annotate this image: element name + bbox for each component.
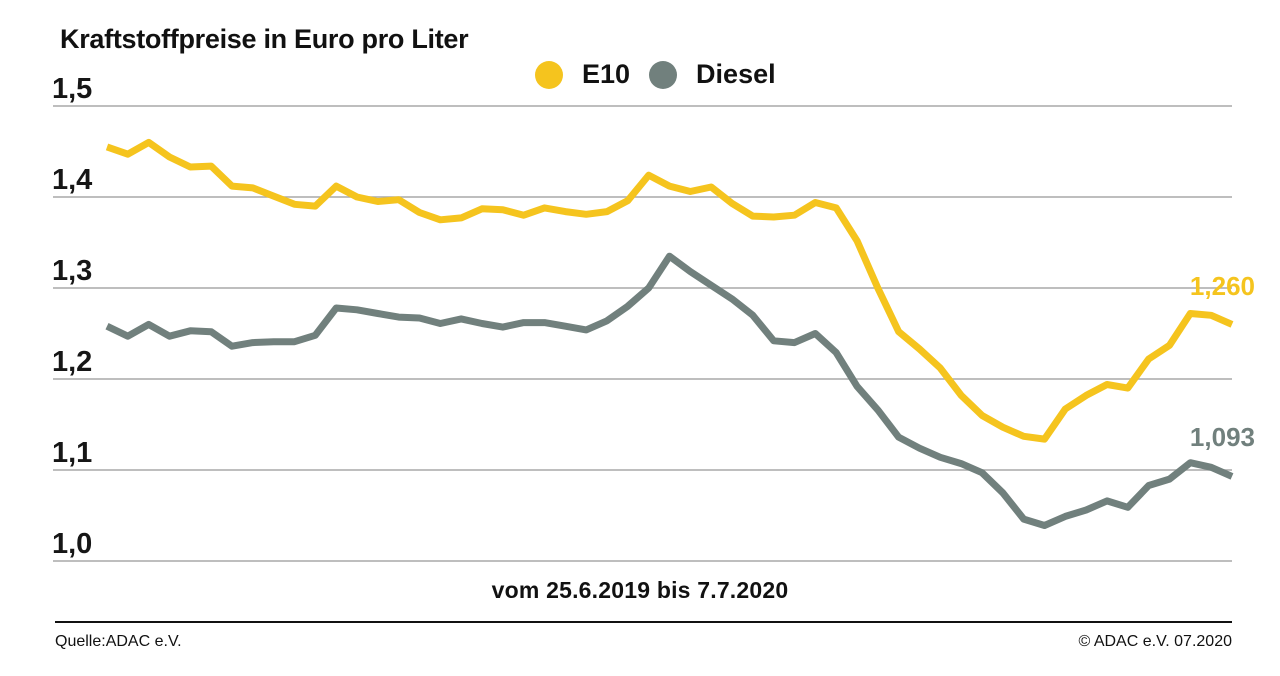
diesel-line (105, 252, 1234, 529)
legend-diesel-label: Diesel (696, 59, 776, 89)
page-title: Kraftstoffpreise in Euro pro Liter (60, 24, 469, 54)
legend: E10 Diesel (535, 59, 776, 90)
legend-e10-dot-icon (535, 60, 563, 89)
y-tick-label: 1,1 (52, 437, 93, 469)
e10-line (105, 138, 1234, 443)
gridlines (53, 105, 1232, 562)
diesel-end-value-label: 1,093 (1189, 422, 1255, 452)
y-tick-label: 1,4 (52, 164, 93, 196)
y-tick-label: 1,2 (52, 346, 93, 378)
e10-end-value-label: 1,260 (1189, 271, 1255, 301)
y-tick-label: 1,5 (52, 73, 93, 105)
legend-diesel-dot-icon (649, 60, 678, 89)
footer-divider (55, 621, 1232, 623)
copyright-notice: © ADAC e.V. 07.2020 (1078, 633, 1232, 650)
y-tick-label: 1,0 (52, 528, 93, 560)
legend-e10-label: E10 (582, 59, 631, 89)
x-axis-date-range-label: vom 25.6.2019 bis 7.7.2020 (491, 577, 789, 603)
y-tick-label: 1,3 (52, 255, 93, 287)
source-credit: Quelle:ADAC e.V. (55, 633, 182, 650)
